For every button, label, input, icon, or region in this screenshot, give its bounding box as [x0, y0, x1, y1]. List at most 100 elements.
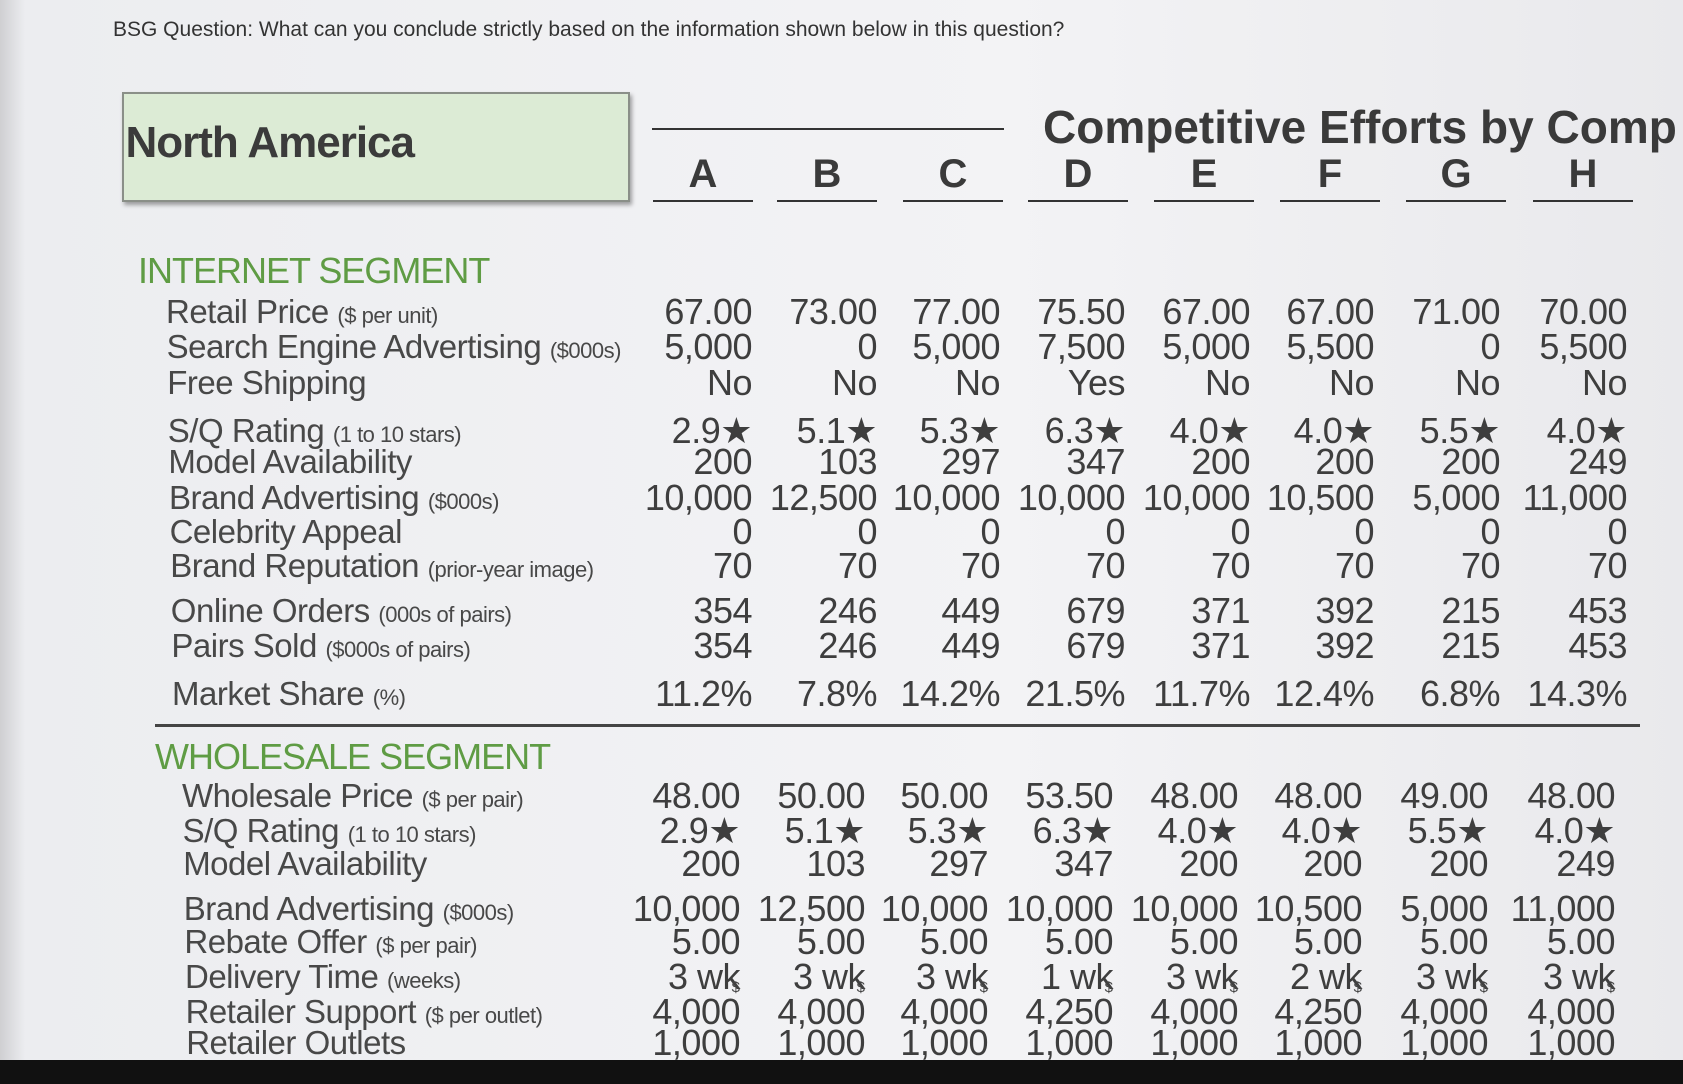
cell-value: 4.0★: [1293, 410, 1375, 451]
cell-value: 7,500: [1037, 326, 1125, 367]
company-rule: [903, 200, 1003, 202]
cell-value: 0: [732, 511, 752, 552]
cell-value: 5.00: [1044, 921, 1114, 962]
cell-value: 5,500: [1286, 326, 1374, 367]
cell-value: 5.3★: [907, 810, 989, 851]
company-header: E: [1190, 152, 1218, 196]
row-label-text: Model Availability: [183, 845, 427, 882]
cell-value: 50.00: [900, 775, 988, 816]
title: Competitive Efforts by Comp: [1043, 101, 1677, 153]
row-label: S/Q Rating (1 to 10 stars): [182, 812, 477, 850]
row-label: Brand Advertising ($000s): [184, 890, 514, 928]
cell-value: 48.00: [1527, 775, 1615, 816]
row-label-text: Retail Price: [166, 293, 329, 330]
cell-value: 3 wk: [667, 956, 741, 997]
cell-value: 3 wk: [1165, 956, 1239, 997]
row-unit: ($000s of pairs): [325, 637, 471, 662]
cell-value: 5.00: [1419, 921, 1489, 962]
cell-value: 70: [712, 545, 753, 586]
cell-value: 5,000: [1412, 477, 1500, 518]
cell-value: 249: [1568, 441, 1627, 482]
cell-value: 5.00: [671, 921, 741, 962]
cell-value: 200: [1429, 843, 1488, 884]
cell-value: 3 wk: [792, 956, 866, 997]
region-box: North America: [122, 92, 630, 202]
cell-value: 5.00: [1546, 921, 1616, 962]
company-rule: [1280, 200, 1380, 202]
company-rule: [1028, 200, 1128, 202]
cell-value: 53.50: [1025, 775, 1113, 816]
row-label-text: Retailer Support: [185, 993, 417, 1030]
cell-value: 12,500: [757, 888, 866, 929]
cell-value: 0: [1480, 511, 1500, 552]
cell-value: 3 wk: [1542, 956, 1616, 997]
cell-prefix: $: [1353, 979, 1362, 996]
cell-value: 103: [818, 441, 877, 482]
cell-value: 48.00: [652, 775, 740, 816]
cell-value: 449: [941, 625, 1000, 666]
cell-prefix: $: [856, 979, 865, 996]
cell-value: 215: [1441, 590, 1500, 631]
cell-value: 48.00: [1274, 775, 1362, 816]
cell-value: 11.2%: [655, 673, 752, 714]
company-header: C: [938, 152, 968, 196]
row-label-text: Brand Reputation: [170, 547, 420, 584]
cell-value: 1,000: [1274, 1022, 1362, 1063]
cell-value: 200: [1191, 441, 1250, 482]
cell-value: 12.4%: [1274, 673, 1374, 714]
company-header: D: [1063, 152, 1093, 196]
cell-prefix: $: [979, 979, 988, 996]
row-label-text: Search Engine Advertising: [166, 328, 542, 365]
cell-value: 3 wk: [915, 956, 989, 997]
row-unit: (1 to 10 stars): [347, 822, 477, 847]
cell-value: 679: [1066, 625, 1125, 666]
company-header: G: [1440, 152, 1472, 196]
cell-value: 4,000: [652, 991, 740, 1032]
row-label: Model Availability: [183, 845, 427, 883]
cell-value: 2.9★: [659, 810, 741, 851]
cell-value: 5,500: [1539, 326, 1627, 367]
cell-value: 6.8%: [1419, 673, 1501, 714]
cell-value: 4,000: [777, 991, 865, 1032]
cell-value: 200: [1315, 441, 1374, 482]
row-label-text: S/Q Rating: [167, 412, 325, 449]
cell-value: 1 wk: [1040, 956, 1114, 997]
row-label-text: S/Q Rating: [182, 812, 340, 849]
row-label: Brand Reputation (prior-year image): [170, 547, 594, 585]
row-unit: (prior-year image): [427, 557, 594, 582]
cell-value: 453: [1568, 625, 1627, 666]
cell-value: 4.0★: [1534, 810, 1616, 851]
company-rule: [777, 200, 877, 202]
cell-value: 10,000: [1142, 477, 1251, 518]
company-header: H: [1568, 152, 1598, 196]
cell-prefix: $: [1229, 979, 1238, 996]
row-label: Rebate Offer ($ per pair): [184, 923, 477, 961]
cell-value: 0: [857, 326, 877, 367]
cell-value: No: [1204, 362, 1251, 403]
row-label-text: Brand Advertising: [183, 890, 435, 927]
cell-value: 4,000: [1527, 991, 1615, 1032]
row-label: Model Availability: [168, 443, 412, 481]
cell-value: 1,000: [1150, 1022, 1238, 1063]
cell-value: 347: [1054, 843, 1113, 884]
cell-prefix: $: [1606, 979, 1615, 996]
cell-value: 5.00: [1293, 921, 1363, 962]
row-unit: ($ per outlet): [424, 1003, 543, 1028]
cell-value: 0: [1607, 511, 1627, 552]
row-label-text: Rebate Offer: [184, 923, 367, 960]
cell-value: 12,500: [769, 477, 878, 518]
company-rule: [1154, 200, 1254, 202]
cell-value: 70: [837, 545, 878, 586]
cell-value: 5.3★: [919, 410, 1001, 451]
cell-value: 2 wk: [1289, 956, 1363, 997]
question: BSG Question: What can you conclude stri…: [113, 18, 1065, 41]
cell-value: 5,000: [912, 326, 1000, 367]
cell-value: 449: [941, 590, 1000, 631]
screen-edge: [0, 1060, 1683, 1084]
cell-value: 7.8%: [796, 673, 878, 714]
cell-value: 10,500: [1254, 888, 1363, 929]
cell-value: 21.5%: [1025, 673, 1125, 714]
company-rule: [653, 200, 753, 202]
company-header: F: [1317, 152, 1343, 196]
cell-value: 4,000: [1400, 991, 1488, 1032]
